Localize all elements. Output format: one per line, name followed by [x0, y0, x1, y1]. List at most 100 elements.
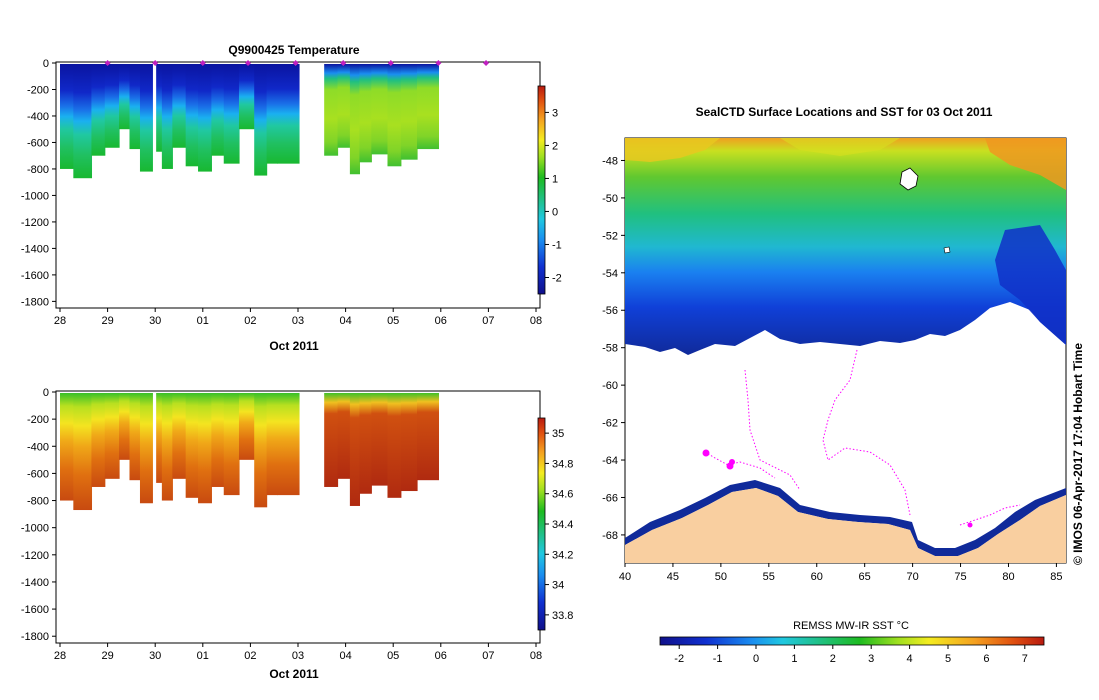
temperature-profile-column	[172, 64, 187, 148]
temperature-profile-column	[359, 64, 372, 163]
y-tick-label: -800	[27, 496, 49, 508]
y-tick-label: -200	[27, 414, 49, 426]
colorbar-tick-label: 34.2	[552, 549, 573, 561]
salinity-profile-column	[337, 393, 351, 479]
y-tick-label: -1800	[21, 631, 49, 643]
salinity-y-axis: 0 -200 -400 -600 -800 -1000 -1200 -1400 -1600 -18…	[21, 387, 56, 643]
sst-colorbar-tick-label: 3	[868, 653, 874, 665]
temperature-xlabel: Oct 2011	[269, 339, 319, 353]
salinity-profile-column	[60, 393, 74, 501]
y-tick-label: -400	[27, 111, 49, 123]
temperature-profile-column	[60, 64, 74, 169]
temperature-colorbar	[537, 85, 546, 295]
x-tick-label: 02	[244, 650, 256, 662]
salinity-profile-column	[156, 393, 163, 483]
map-y-tick-label: -62	[602, 418, 618, 430]
x-tick-label: 29	[101, 650, 113, 662]
colorbar-tick-label: 33.8	[552, 610, 573, 622]
temperature-profile-column	[387, 64, 402, 167]
map-x-tick-label: 60	[811, 571, 823, 583]
temperature-profile-column	[277, 64, 300, 164]
salinity-profile-column	[185, 393, 199, 498]
temperature-profile-column	[223, 64, 240, 164]
salinity-profile-column	[119, 393, 131, 460]
colorbar-tick-label: 34	[552, 580, 564, 592]
x-tick-label: 01	[197, 650, 209, 662]
temperature-profile-column	[254, 64, 268, 176]
map-y-tick-label: -68	[602, 530, 618, 542]
map-x-tick-label: 85	[1050, 571, 1062, 583]
y-tick-label: -1000	[21, 523, 49, 535]
sst-cold-intrusion	[995, 225, 1066, 345]
map-x-tick-label: 80	[1002, 571, 1014, 583]
temperature-profile-column	[324, 64, 339, 156]
y-tick-label: -1600	[21, 270, 49, 282]
sst-colorbar-tick-label: 6	[983, 653, 989, 665]
salinity-panel: 0 -200 -400 -600 -800 -1000 -1200 -1400 -1600 -18…	[21, 387, 574, 681]
temperature-profile-column	[129, 64, 141, 150]
antarctic-land	[625, 488, 1066, 563]
colorbar-tick-label: 35	[552, 428, 564, 440]
seal-location-marker	[702, 449, 710, 457]
sst-colorbar-tick-label: 2	[830, 653, 836, 665]
map-x-tick-label: 55	[763, 571, 775, 583]
y-tick-label: -400	[27, 441, 49, 453]
x-tick-label: 29	[101, 315, 113, 327]
colorbar-tick-label: 34.8	[552, 458, 573, 470]
x-tick-label: 02	[244, 315, 256, 327]
temperature-title: Q9900425 Temperature	[228, 43, 360, 57]
seal-location-marker	[967, 522, 973, 528]
x-tick-label: 06	[435, 315, 447, 327]
map-y-tick-label: -60	[602, 380, 618, 392]
temperature-profile-column	[349, 64, 361, 175]
temperature-profile-column	[400, 64, 418, 160]
salinity-profile-column	[104, 393, 120, 479]
map-y-tick-label: -56	[602, 305, 618, 317]
x-tick-label: 03	[292, 315, 304, 327]
sst-colorbar-tick-label: 7	[1022, 653, 1028, 665]
salinity-profile-column	[371, 393, 389, 486]
temperature-profile-column	[104, 64, 120, 148]
y-tick-label: -1400	[21, 577, 49, 589]
y-tick-label: -1400	[21, 243, 49, 255]
surface-marker	[245, 60, 252, 66]
temperature-y-axis: 0 -200 -400 -600 -800 -1000 -1200 -1400 -1600 -18…	[21, 58, 56, 308]
surface-markers	[104, 60, 490, 66]
salinity-profile-column	[387, 393, 402, 498]
salinity-profile-column	[254, 393, 268, 508]
temperature-profile-column	[119, 64, 131, 130]
sst-map-title: SealCTD Surface Locations and SST for 03…	[696, 105, 993, 119]
map-y-tick-label: -64	[602, 455, 618, 467]
temperature-profile-column	[91, 64, 106, 156]
colorbar-tick-label: 34.4	[552, 519, 573, 531]
surface-marker	[387, 60, 394, 66]
sst-map-x-axis: 40 45 50 55 60 65 70 75 80 85	[619, 563, 1063, 583]
sst-colorbar-tick-label: 4	[907, 653, 913, 665]
map-y-tick-label: -50	[602, 193, 618, 205]
sst-colorbar-tick-label: 1	[791, 653, 797, 665]
salinity-profile-column	[73, 393, 93, 511]
x-tick-label: 07	[482, 315, 494, 327]
salinity-profiles	[60, 393, 440, 511]
sst-colorbar-tick-label: -2	[674, 653, 684, 665]
map-y-tick-label: -58	[602, 343, 618, 355]
x-tick-label: 28	[54, 650, 66, 662]
colorbar-tick-label: 0	[552, 206, 558, 218]
salinity-profile-column	[324, 393, 339, 487]
surface-marker	[292, 60, 299, 66]
y-tick-label: 0	[43, 387, 49, 399]
salinity-profile-column	[161, 393, 173, 501]
temperature-profile-column	[156, 64, 163, 152]
x-tick-label: 04	[339, 650, 351, 662]
temperature-panel: Q9900425 Temperature 0 -200 -400 -600 -800 -1…	[21, 43, 562, 353]
imos-credit: © IMOS 06-Apr-2017 17:04 Hobart Time	[1071, 343, 1085, 565]
temperature-profile-column	[238, 64, 255, 130]
sst-colorbar-ticks: -2 -1 0 1 2 3 4 5 6 7	[674, 645, 1028, 665]
antarctic-coast-ice	[625, 480, 1066, 556]
salinity-x-axis: 28 29 30 01 02 03 04 05 06 07 08	[54, 643, 542, 662]
x-tick-label: 07	[482, 650, 494, 662]
salinity-colorbar	[537, 417, 546, 631]
kerguelen-island	[899, 167, 919, 191]
sst-map-panel: SealCTD Surface Locations and SST for 03…	[602, 105, 1085, 665]
